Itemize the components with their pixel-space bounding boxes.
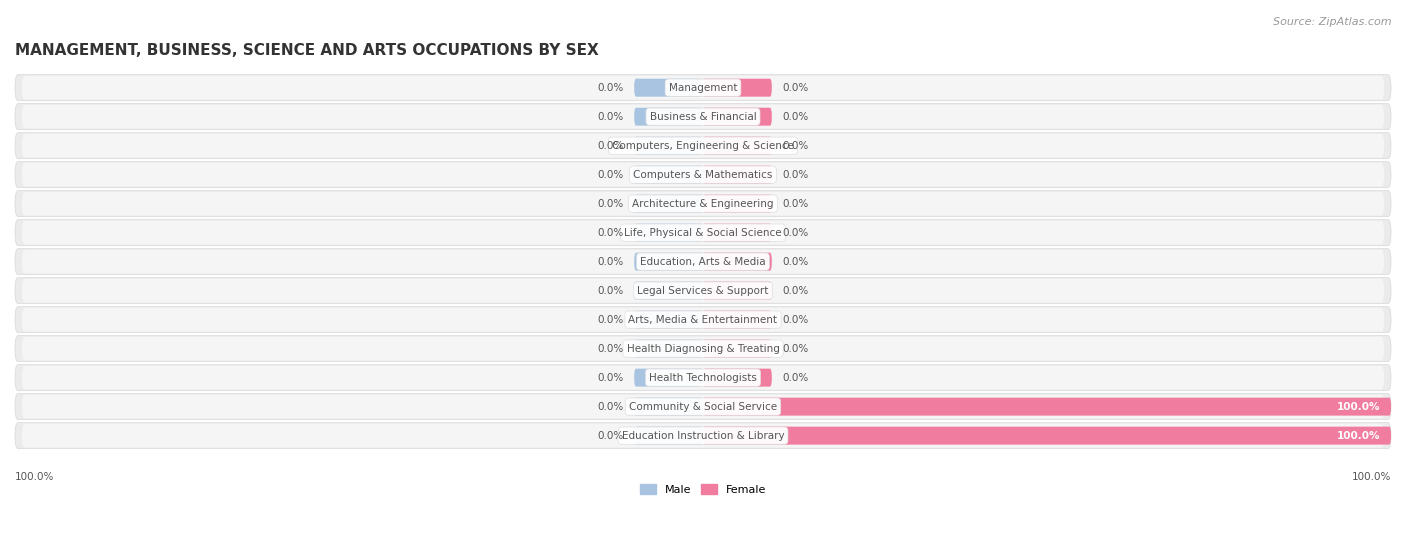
FancyBboxPatch shape — [22, 337, 1384, 361]
FancyBboxPatch shape — [22, 163, 1384, 187]
Text: 0.0%: 0.0% — [782, 257, 808, 267]
Text: Management: Management — [669, 83, 737, 93]
Text: 0.0%: 0.0% — [598, 430, 624, 440]
Text: Life, Physical & Social Science: Life, Physical & Social Science — [624, 228, 782, 238]
Text: Computers, Engineering & Science: Computers, Engineering & Science — [612, 141, 794, 151]
FancyBboxPatch shape — [22, 76, 1384, 100]
FancyBboxPatch shape — [634, 79, 703, 97]
Text: 100.0%: 100.0% — [1351, 472, 1391, 482]
Text: 0.0%: 0.0% — [598, 228, 624, 238]
FancyBboxPatch shape — [703, 253, 772, 271]
FancyBboxPatch shape — [703, 340, 772, 358]
FancyBboxPatch shape — [634, 195, 703, 212]
FancyBboxPatch shape — [15, 249, 1391, 274]
Legend: Male, Female: Male, Female — [636, 480, 770, 499]
FancyBboxPatch shape — [15, 191, 1391, 217]
Text: 0.0%: 0.0% — [598, 373, 624, 382]
Text: Health Diagnosing & Treating: Health Diagnosing & Treating — [627, 344, 779, 354]
FancyBboxPatch shape — [22, 424, 1384, 448]
FancyBboxPatch shape — [634, 224, 703, 241]
FancyBboxPatch shape — [634, 311, 703, 329]
Text: 0.0%: 0.0% — [782, 344, 808, 354]
Text: 0.0%: 0.0% — [782, 228, 808, 238]
FancyBboxPatch shape — [15, 220, 1391, 246]
FancyBboxPatch shape — [15, 278, 1391, 304]
Text: 0.0%: 0.0% — [782, 315, 808, 325]
FancyBboxPatch shape — [15, 132, 1391, 159]
Text: 0.0%: 0.0% — [782, 198, 808, 209]
FancyBboxPatch shape — [15, 103, 1391, 130]
FancyBboxPatch shape — [703, 108, 772, 126]
Text: 0.0%: 0.0% — [782, 286, 808, 296]
FancyBboxPatch shape — [703, 224, 772, 241]
FancyBboxPatch shape — [634, 108, 703, 126]
Text: Health Technologists: Health Technologists — [650, 373, 756, 382]
FancyBboxPatch shape — [703, 311, 772, 329]
Text: 0.0%: 0.0% — [598, 112, 624, 122]
FancyBboxPatch shape — [634, 397, 703, 416]
Text: Architecture & Engineering: Architecture & Engineering — [633, 198, 773, 209]
Text: Community & Social Service: Community & Social Service — [628, 401, 778, 411]
FancyBboxPatch shape — [15, 364, 1391, 391]
Text: Computers & Mathematics: Computers & Mathematics — [633, 170, 773, 179]
FancyBboxPatch shape — [703, 165, 772, 184]
Text: 0.0%: 0.0% — [598, 141, 624, 151]
FancyBboxPatch shape — [703, 397, 1391, 416]
Text: 0.0%: 0.0% — [598, 198, 624, 209]
FancyBboxPatch shape — [22, 250, 1384, 273]
Text: Arts, Media & Entertainment: Arts, Media & Entertainment — [628, 315, 778, 325]
FancyBboxPatch shape — [15, 423, 1391, 449]
Text: MANAGEMENT, BUSINESS, SCIENCE AND ARTS OCCUPATIONS BY SEX: MANAGEMENT, BUSINESS, SCIENCE AND ARTS O… — [15, 43, 599, 58]
FancyBboxPatch shape — [634, 253, 703, 271]
Text: 0.0%: 0.0% — [598, 83, 624, 93]
FancyBboxPatch shape — [22, 105, 1384, 129]
FancyBboxPatch shape — [634, 368, 703, 387]
FancyBboxPatch shape — [703, 137, 772, 155]
FancyBboxPatch shape — [22, 279, 1384, 302]
FancyBboxPatch shape — [703, 368, 772, 387]
Text: 0.0%: 0.0% — [782, 373, 808, 382]
FancyBboxPatch shape — [15, 162, 1391, 188]
FancyBboxPatch shape — [15, 335, 1391, 362]
Text: 0.0%: 0.0% — [782, 112, 808, 122]
Text: Education, Arts & Media: Education, Arts & Media — [640, 257, 766, 267]
Text: 0.0%: 0.0% — [598, 286, 624, 296]
Text: Legal Services & Support: Legal Services & Support — [637, 286, 769, 296]
Text: 0.0%: 0.0% — [598, 315, 624, 325]
FancyBboxPatch shape — [22, 192, 1384, 216]
Text: 0.0%: 0.0% — [782, 170, 808, 179]
FancyBboxPatch shape — [22, 366, 1384, 390]
Text: 0.0%: 0.0% — [598, 401, 624, 411]
Text: Source: ZipAtlas.com: Source: ZipAtlas.com — [1274, 17, 1392, 27]
FancyBboxPatch shape — [634, 282, 703, 300]
FancyBboxPatch shape — [703, 79, 772, 97]
FancyBboxPatch shape — [634, 137, 703, 155]
FancyBboxPatch shape — [634, 427, 703, 444]
FancyBboxPatch shape — [22, 221, 1384, 244]
FancyBboxPatch shape — [22, 308, 1384, 331]
FancyBboxPatch shape — [703, 282, 772, 300]
FancyBboxPatch shape — [703, 195, 772, 212]
FancyBboxPatch shape — [703, 427, 1391, 444]
Text: 100.0%: 100.0% — [1337, 401, 1381, 411]
FancyBboxPatch shape — [22, 395, 1384, 419]
Text: 0.0%: 0.0% — [598, 170, 624, 179]
FancyBboxPatch shape — [634, 340, 703, 358]
Text: 0.0%: 0.0% — [782, 141, 808, 151]
Text: 0.0%: 0.0% — [782, 83, 808, 93]
FancyBboxPatch shape — [15, 306, 1391, 333]
Text: 0.0%: 0.0% — [598, 344, 624, 354]
FancyBboxPatch shape — [634, 165, 703, 184]
Text: Business & Financial: Business & Financial — [650, 112, 756, 122]
FancyBboxPatch shape — [22, 134, 1384, 158]
Text: 100.0%: 100.0% — [15, 472, 55, 482]
Text: 100.0%: 100.0% — [1337, 430, 1381, 440]
Text: 0.0%: 0.0% — [598, 257, 624, 267]
FancyBboxPatch shape — [15, 394, 1391, 420]
Text: Education Instruction & Library: Education Instruction & Library — [621, 430, 785, 440]
FancyBboxPatch shape — [15, 75, 1391, 101]
